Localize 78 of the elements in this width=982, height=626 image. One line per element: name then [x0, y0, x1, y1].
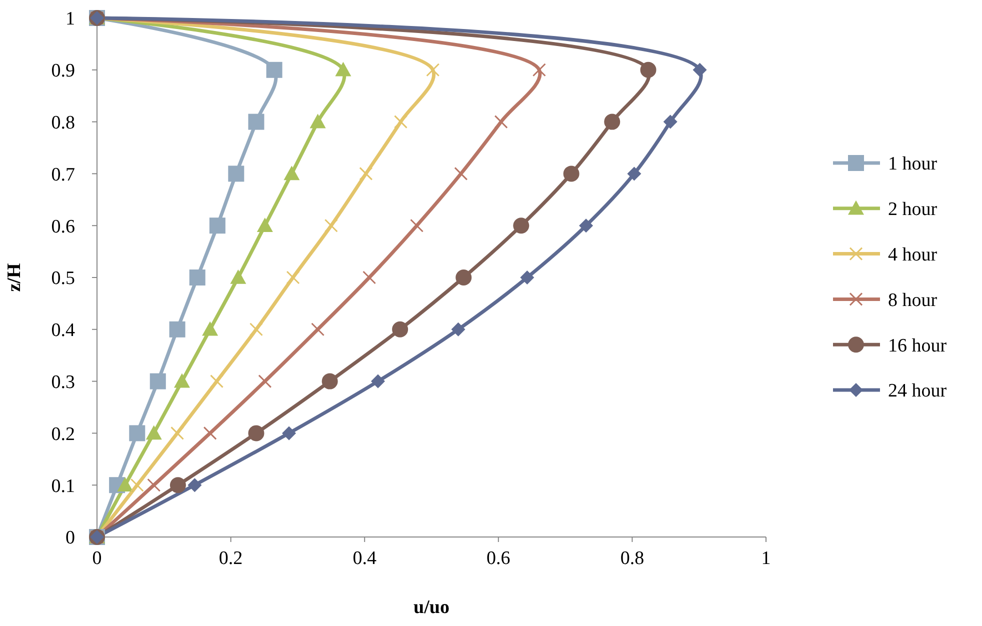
- legend-label: 2 hour: [888, 199, 938, 220]
- y-tick-label: 0.7: [51, 164, 75, 186]
- x-tick-label: 1: [761, 548, 771, 569]
- point: [322, 373, 338, 390]
- y-tick-label: 0: [66, 528, 75, 549]
- y-tick-label: 1: [66, 8, 75, 30]
- y-tick-label: 0.9: [51, 60, 75, 82]
- x-tick-label: 0.8: [620, 548, 644, 569]
- point: [370, 374, 385, 388]
- legend-label: 4 hour: [888, 244, 938, 266]
- point: [249, 322, 263, 336]
- point: [189, 270, 206, 286]
- point: [284, 166, 300, 180]
- point: [579, 218, 594, 233]
- x-tick-label: 0.6: [486, 548, 510, 569]
- point: [202, 321, 218, 336]
- y-tick-label: 0.4: [51, 320, 76, 342]
- y-tick-label: 0.8: [51, 112, 75, 134]
- legend-label: 1 hour: [888, 154, 938, 175]
- point: [258, 374, 272, 388]
- point: [174, 373, 190, 388]
- point: [170, 426, 184, 440]
- point: [266, 62, 282, 78]
- point: [663, 114, 678, 129]
- legend-label: 8 hour: [888, 290, 938, 311]
- point: [563, 166, 580, 182]
- point: [169, 321, 186, 338]
- point: [532, 63, 546, 77]
- point: [311, 322, 325, 336]
- point: [210, 374, 224, 388]
- point: [410, 218, 424, 232]
- point: [362, 270, 376, 284]
- point: [513, 218, 530, 234]
- point: [692, 62, 707, 77]
- point: [282, 426, 296, 440]
- y-axis-title: z/H: [4, 263, 25, 292]
- point: [627, 166, 642, 181]
- point: [359, 166, 373, 180]
- point: [335, 62, 352, 76]
- legend-label: 16 hour: [888, 335, 948, 356]
- y-tick-label: 0.6: [51, 216, 75, 238]
- y-tick-label: 0.5: [51, 268, 75, 290]
- point: [256, 218, 273, 232]
- point: [310, 114, 326, 128]
- x-axis-title: u/uo: [414, 597, 450, 618]
- point: [456, 270, 472, 286]
- point: [286, 270, 300, 284]
- point: [117, 477, 134, 492]
- point: [394, 115, 408, 129]
- point: [203, 426, 217, 440]
- point: [324, 218, 338, 232]
- point: [248, 425, 264, 442]
- point: [604, 114, 620, 130]
- point: [454, 166, 468, 180]
- y-tick-label: 0.2: [51, 424, 75, 445]
- point: [248, 114, 264, 130]
- point: [150, 373, 166, 390]
- x-tick-label: 0.2: [218, 548, 243, 569]
- x-tick-label: 0: [92, 548, 102, 569]
- point: [451, 322, 466, 336]
- legend-label: 24 hour: [888, 380, 948, 402]
- point: [494, 115, 508, 129]
- y-tick-label: 0.1: [51, 476, 75, 497]
- point: [170, 477, 186, 494]
- point: [230, 270, 246, 284]
- point: [426, 63, 440, 77]
- point: [209, 218, 226, 234]
- point: [520, 270, 534, 284]
- point: [129, 425, 146, 442]
- point: [130, 478, 144, 492]
- point: [640, 62, 656, 78]
- point: [228, 166, 244, 182]
- y-tick-label: 0.3: [51, 372, 75, 393]
- point: [392, 321, 408, 338]
- x-tick-label: 0.4: [352, 548, 377, 569]
- point: [146, 425, 162, 440]
- point: [147, 478, 161, 492]
- point: [188, 478, 202, 492]
